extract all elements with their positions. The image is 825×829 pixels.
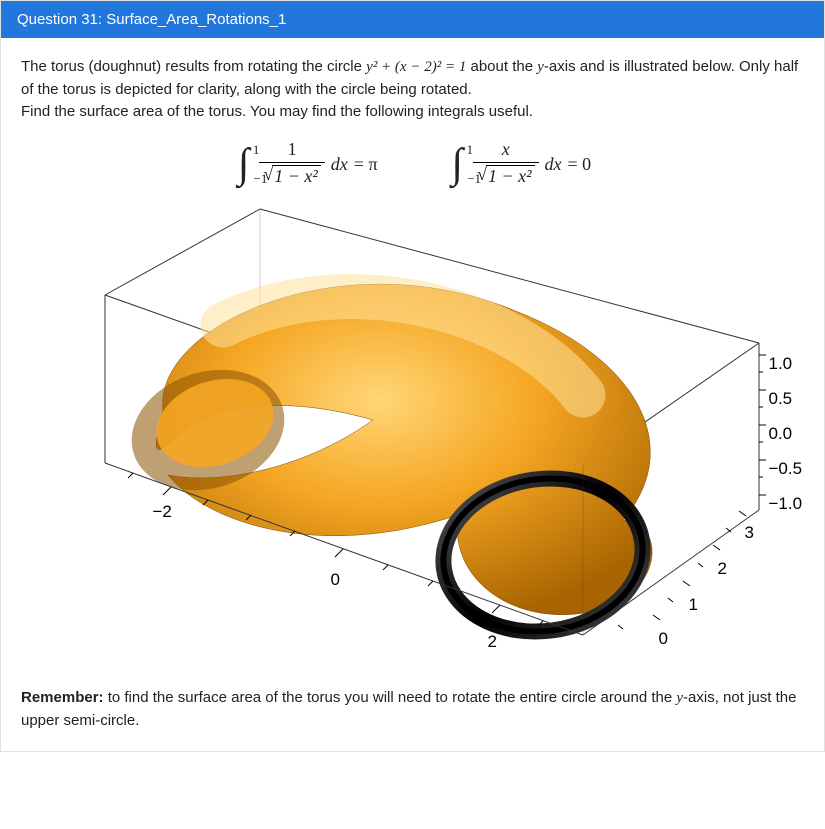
int1-denominator: √ 1 − x²: [259, 162, 324, 187]
integral-symbol: ∫ 1 −1: [234, 143, 254, 185]
int1-upper: 1: [253, 143, 260, 156]
int1-lower: −1: [254, 172, 268, 185]
y-tick-label-2: 2: [718, 557, 727, 582]
int1-fraction: 1 √ 1 − x²: [259, 140, 324, 187]
integral-1: ∫ 1 −1 1 √ 1 − x² dx = π: [234, 140, 378, 187]
int2-denominator: √ 1 − x²: [473, 162, 538, 187]
int2-rhs: = 0: [568, 151, 592, 177]
x-tick-label-2: 2: [488, 630, 497, 655]
int1-dx: dx: [331, 151, 348, 177]
circle-equation: y² + (x − 2)² = 1: [366, 59, 466, 75]
axis-var-1: y: [537, 59, 544, 75]
question-title: Question 31: Surface_Area_Rotations_1: [17, 11, 286, 28]
y-tick-label-0: 0: [659, 627, 668, 652]
int1-rhs: = π: [354, 151, 378, 177]
problem-line1-mid: about the: [466, 58, 537, 75]
int1-numerator: 1: [284, 140, 301, 162]
question-header: Question 31: Surface_Area_Rotations_1: [1, 1, 824, 38]
int2-numerator: x: [498, 140, 514, 162]
z-tick-label-0: 1.0: [769, 352, 793, 377]
torus-body: [115, 284, 651, 615]
torus-svg: [43, 195, 783, 675]
y-tick-label-1: 1: [689, 593, 698, 618]
question-card: Question 31: Surface_Area_Rotations_1 Th…: [0, 0, 825, 752]
remember-pre: to find the surface area of the torus yo…: [104, 689, 677, 706]
z-tick-label-1: 0.5: [769, 387, 793, 412]
sqrt-icon: √ 1 − x²: [477, 165, 534, 187]
z-tick-label-2: 0.0: [769, 422, 793, 447]
integral-2: ∫ 1 −1 x √ 1 − x² dx = 0: [448, 140, 592, 187]
problem-line2: Find the surface area of the torus. You …: [21, 101, 804, 123]
integral-symbol: ∫ 1 −1: [448, 143, 468, 185]
int1-radicand: 1 − x²: [272, 165, 321, 187]
x-tick-label-0: −2: [153, 500, 172, 525]
problem-line1-pre: The torus (doughnut) results from rotati…: [21, 58, 366, 75]
int2-upper: 1: [467, 143, 474, 156]
z-tick-label-3: −0.5: [769, 457, 803, 482]
remember-note: Remember: to find the surface area of th…: [21, 687, 804, 732]
remember-label: Remember:: [21, 689, 104, 706]
sqrt-icon: √ 1 − x²: [263, 165, 320, 187]
integrals-row: ∫ 1 −1 1 √ 1 − x² dx = π: [21, 140, 804, 187]
torus-figure: −20201231.00.50.0−0.5−1.0: [43, 195, 783, 675]
y-tick-label-3: 3: [745, 521, 754, 546]
x-tick-label-1: 0: [331, 568, 340, 593]
z-tick-label-4: −1.0: [769, 492, 803, 517]
int2-radicand: 1 − x²: [486, 165, 535, 187]
int2-lower: −1: [467, 172, 481, 185]
int2-fraction: x √ 1 − x²: [473, 140, 538, 187]
int2-dx: dx: [545, 151, 562, 177]
question-body: The torus (doughnut) results from rotati…: [1, 38, 824, 751]
problem-statement: The torus (doughnut) results from rotati…: [21, 56, 804, 122]
z-axis-ticks: [759, 355, 766, 495]
